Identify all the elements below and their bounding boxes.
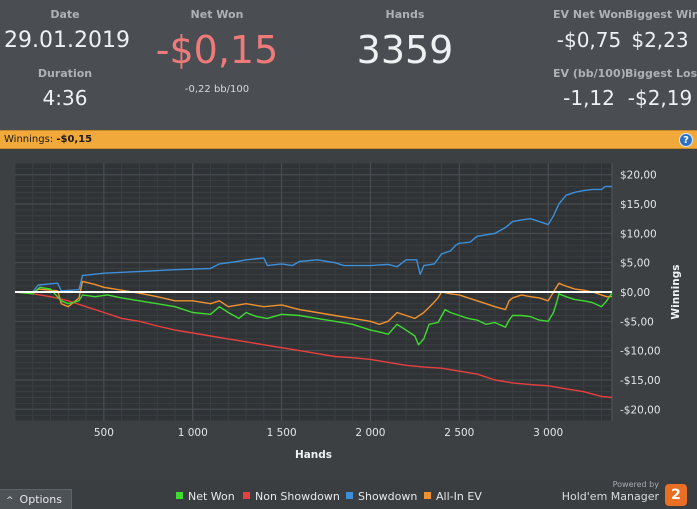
- x-tick-label: 1 000: [178, 427, 208, 439]
- winnings-chart-area: $20,00 $15,00 $10,00 $5,00 $0,00 -$5,00 -$10,0…: [0, 150, 697, 480]
- series-line-non-showdown: [14, 291, 613, 399]
- powered-by-text: Powered by: [612, 480, 659, 489]
- legend-label-non-showdown: Non Showdown: [255, 490, 340, 503]
- net-won-value: -$0,15: [155, 28, 279, 72]
- y-tick-label: $20,00: [620, 170, 657, 182]
- x-tick-label: 1 500: [267, 427, 297, 439]
- legend-all-in-ev[interactable]: All-In EV: [424, 490, 482, 503]
- date-label: Date: [50, 8, 80, 21]
- legend-swatch-net-won: [176, 492, 183, 499]
- hands-value: 3359: [356, 28, 454, 72]
- net-won-label: Net Won: [190, 8, 244, 21]
- y-tick-label: $15,00: [620, 199, 657, 211]
- chevron-up-icon: ^: [6, 496, 14, 506]
- net-won-bb100: -0,22 bb/100: [184, 84, 250, 95]
- y-tick-label: $10,00: [620, 228, 657, 240]
- winnings-value: -$0,15: [56, 134, 93, 145]
- biggest-win-label: Biggest Win: [625, 8, 697, 21]
- options-label: Options: [19, 493, 62, 506]
- legend-swatch-all-in-ev: [424, 492, 431, 499]
- duration-value: 4:36: [42, 86, 88, 110]
- ev-net-won-label: EV Net Won: [553, 8, 626, 21]
- footer-bar: ^ Options Net Won Non Showdown Showdown A…: [0, 480, 697, 509]
- ev-net-won-value: -$0,75: [556, 28, 622, 52]
- y-tick-label: $0,00: [620, 287, 650, 299]
- brand-name: Hold'em Manager: [561, 490, 659, 503]
- winnings-chart: $20,00 $15,00 $10,00 $5,00 $0,00 -$5,00 -$10,0…: [14, 162, 682, 461]
- legend-non-showdown[interactable]: Non Showdown: [243, 490, 340, 503]
- series-line-net-won: [14, 286, 613, 346]
- legend-swatch-showdown: [346, 492, 353, 499]
- series-line-all-in-ev: [14, 280, 613, 326]
- ev-bb100-label: EV (bb/100): [553, 67, 626, 80]
- biggest-loss-label: Biggest Loss: [625, 67, 697, 80]
- legend-showdown[interactable]: Showdown: [346, 490, 417, 503]
- winnings-summary: Winnings: -$0,15: [4, 134, 92, 145]
- legend-swatch-non-showdown: [243, 492, 250, 499]
- ev-bb100-value: -1,12: [563, 86, 615, 110]
- help-icon[interactable]: ?: [679, 133, 693, 147]
- legend-label-showdown: Showdown: [358, 490, 418, 503]
- winnings-bar: Winnings: -$0,15 ?: [0, 130, 697, 149]
- biggest-win-value: $2,23: [631, 28, 689, 52]
- x-tick-label: 2 500: [444, 427, 474, 439]
- legend-net-won[interactable]: Net Won: [176, 490, 235, 503]
- hem2-logo-icon: 2: [665, 484, 687, 506]
- y-tick-label: -$5,00: [620, 316, 654, 328]
- y-tick-label: $5,00: [620, 258, 650, 270]
- y-axis-title: Winnings: [670, 265, 682, 320]
- duration-label: Duration: [37, 67, 93, 80]
- x-axis-title: Hands: [295, 449, 332, 461]
- winnings-label: Winnings:: [4, 134, 54, 145]
- y-tick-label: -$20,00: [620, 404, 661, 416]
- x-tick-label: 2 000: [355, 427, 385, 439]
- legend-label-all-in-ev: All-In EV: [436, 490, 482, 503]
- hands-label: Hands: [385, 8, 425, 21]
- series-line-showdown: [15, 185, 612, 293]
- x-tick-label: 3 000: [533, 427, 563, 439]
- options-button[interactable]: ^ Options: [0, 489, 72, 509]
- y-tick-label: -$15,00: [620, 375, 661, 387]
- biggest-loss-value: -$2,19: [627, 86, 693, 110]
- date-value: 29.01.2019: [4, 28, 130, 53]
- session-stats-panel: Date 29.01.2019 Duration 4:36 Net Won -$…: [0, 0, 697, 130]
- y-tick-label: -$10,00: [620, 346, 661, 358]
- legend-label-net-won: Net Won: [188, 490, 235, 503]
- x-tick-label: 500: [94, 427, 114, 439]
